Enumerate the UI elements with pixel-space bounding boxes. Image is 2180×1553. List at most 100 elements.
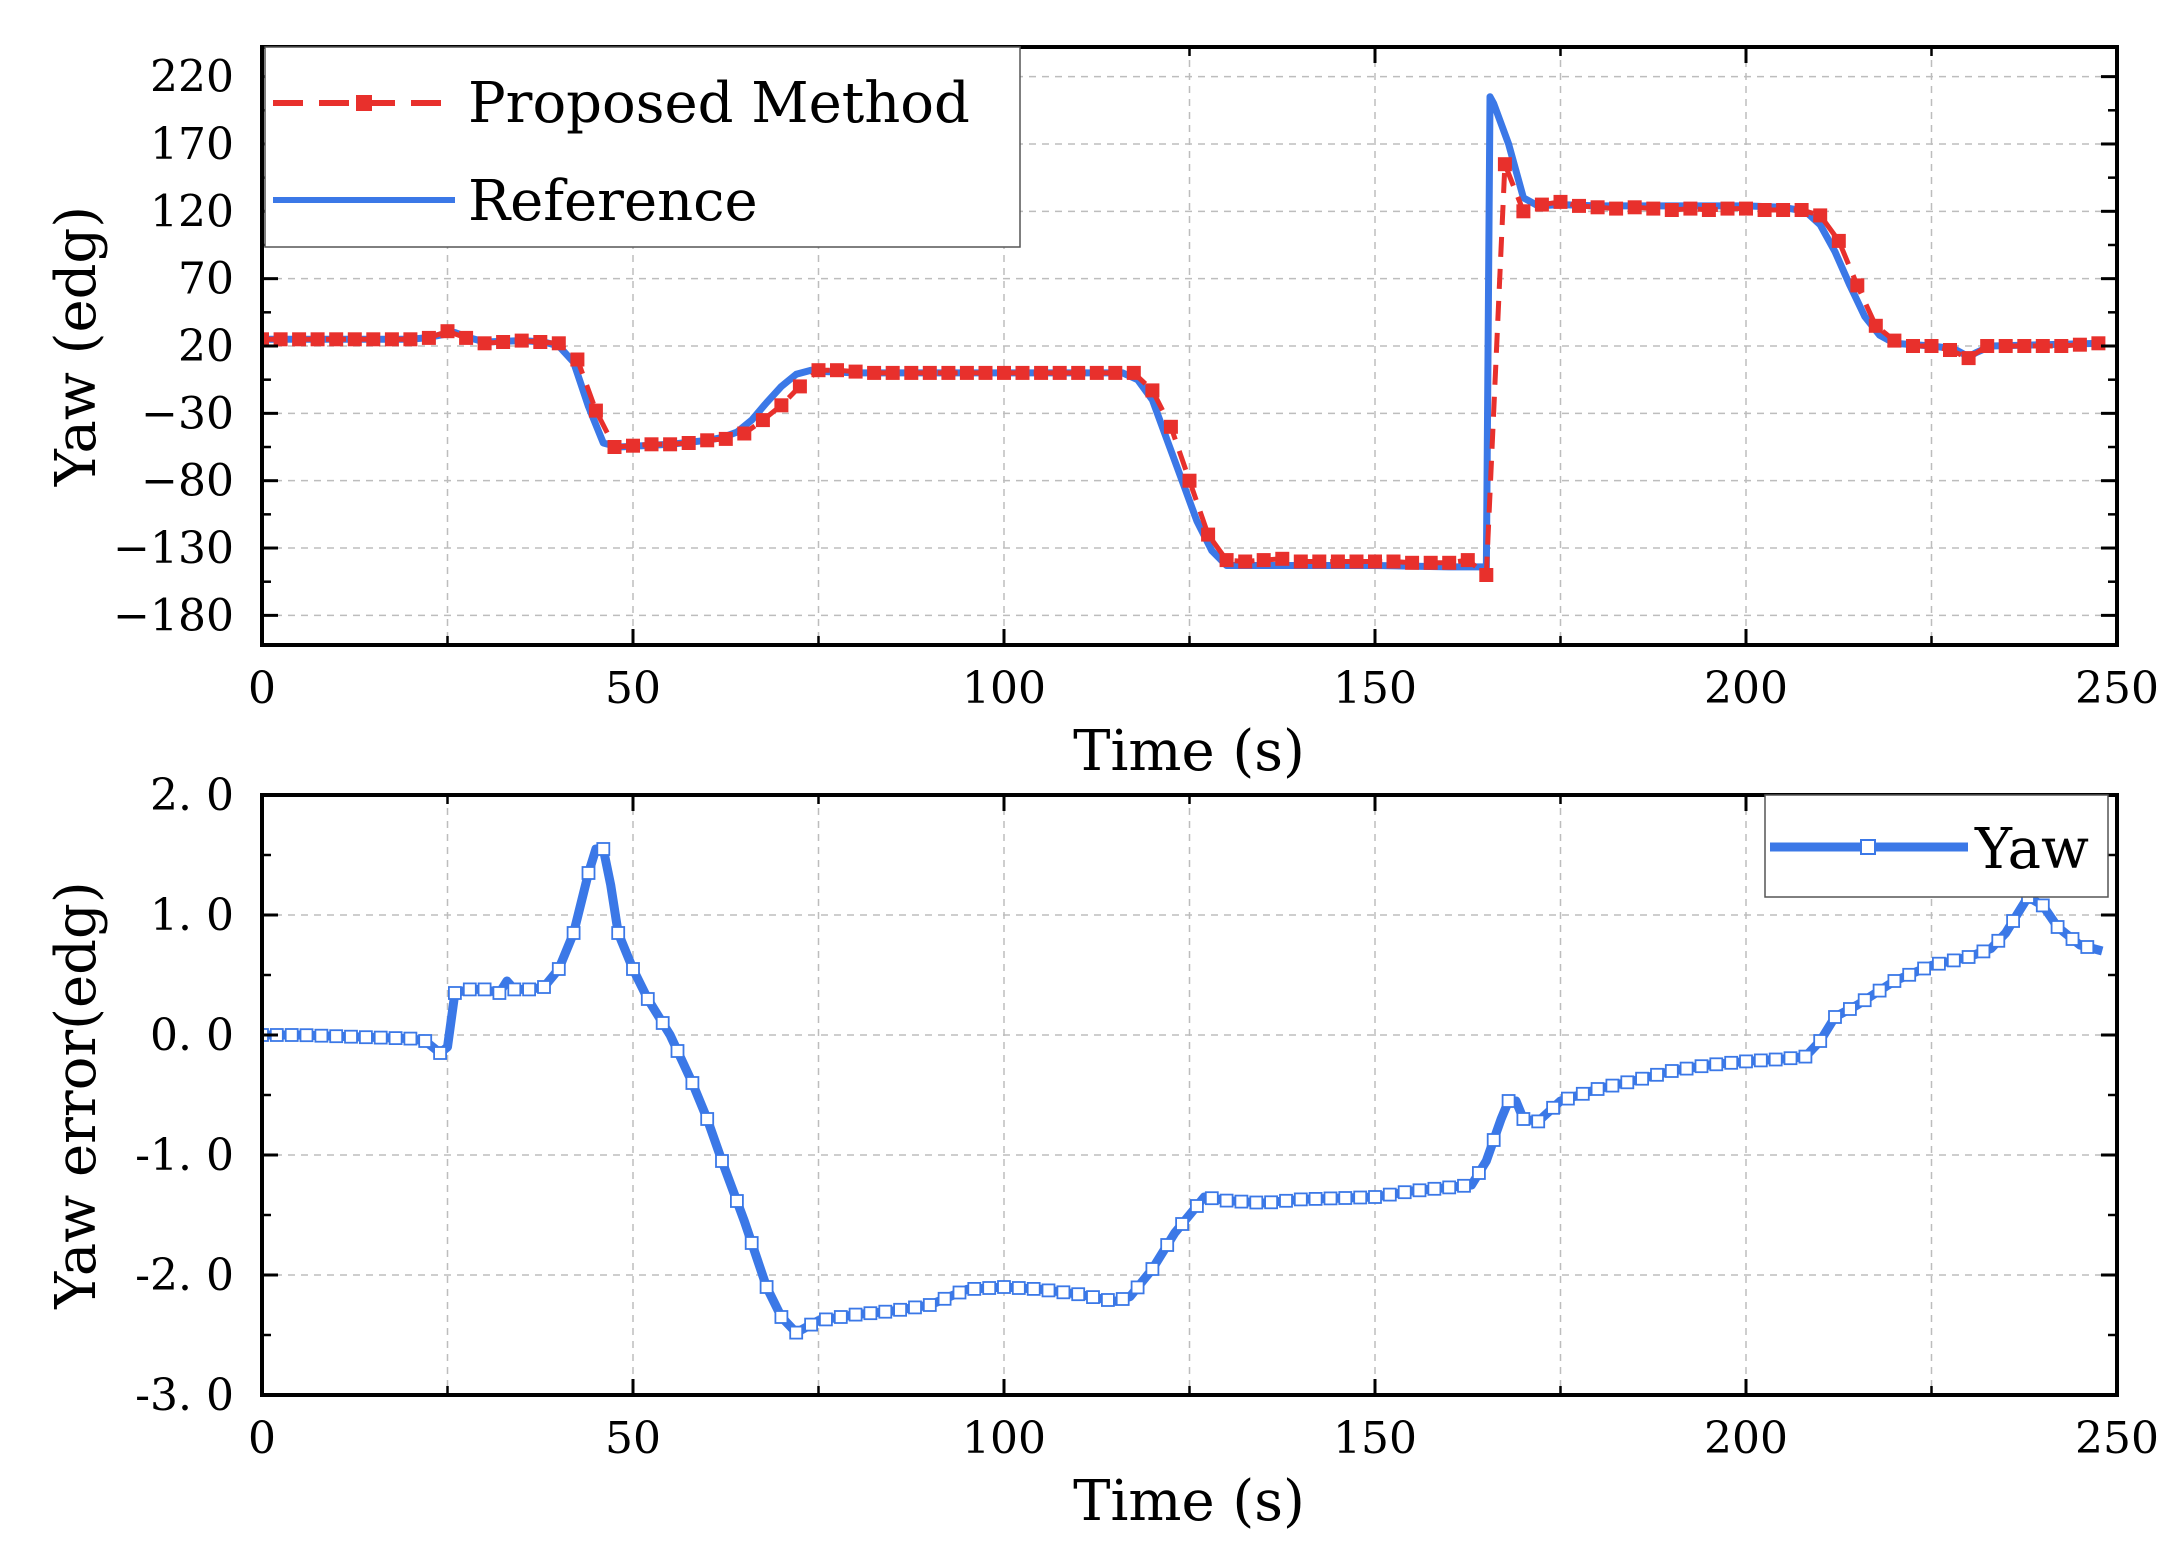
- data-point-proposed-method: [1739, 201, 1753, 216]
- data-point-yaw: [833, 1310, 848, 1324]
- data-point-proposed-method: [1368, 554, 1382, 569]
- data-point-yaw: [1026, 1282, 1041, 1296]
- data-point-proposed-method: [1831, 233, 1846, 248]
- data-point-yaw: [715, 1154, 729, 1168]
- data-point-yaw: [1323, 1191, 1338, 1206]
- data-point-yaw: [1472, 1166, 1486, 1180]
- yaw-chart-panel: 0 50 100 150 200 250 220 170 120 70 20 −30 −80 −130 −1…: [44, 45, 2159, 784]
- data-point-proposed-method: [1312, 554, 1327, 569]
- data-point-proposed-method: [1201, 527, 1216, 542]
- data-point-proposed-method: [1052, 365, 1067, 380]
- data-point-proposed-method: [774, 398, 789, 413]
- data-point-proposed-method: [1145, 383, 1160, 398]
- y-tick-label: 70: [178, 254, 234, 305]
- data-point-yaw: [1234, 1194, 1249, 1209]
- data-point-proposed-method: [570, 352, 585, 367]
- x-tick-label: 100: [962, 1413, 1046, 1464]
- data-point-proposed-method: [830, 363, 844, 378]
- legend-label-yaw: Yaw: [1974, 817, 2089, 882]
- data-point-yaw: [878, 1304, 893, 1319]
- y-tick-label: 20: [178, 321, 234, 372]
- data-point-proposed-method: [1627, 200, 1642, 215]
- data-point-yaw: [893, 1302, 907, 1317]
- data-point-proposed-method: [1572, 198, 1586, 213]
- data-point-yaw: [462, 982, 477, 997]
- data-point-proposed-method: [310, 332, 325, 347]
- data-point-yaw: [700, 1112, 715, 1126]
- data-point-proposed-method: [1646, 201, 1661, 216]
- data-point-proposed-method: [1126, 365, 1141, 380]
- data-point-yaw: [1857, 993, 1872, 1008]
- data-point-proposed-method: [533, 335, 548, 349]
- data-point-yaw: [937, 1291, 952, 1306]
- data-point-yaw: [1917, 961, 1931, 976]
- data-point-yaw: [1887, 974, 1902, 988]
- x-tick-label: 250: [2075, 1413, 2159, 1464]
- data-point-proposed-method: [941, 365, 956, 380]
- data-point-proposed-method: [1108, 365, 1123, 380]
- data-point-proposed-method: [1256, 553, 1271, 568]
- y-tick-label: -1. 0: [135, 1130, 234, 1181]
- data-point-yaw: [1620, 1075, 1635, 1090]
- data-point-yaw: [1828, 1010, 1842, 1024]
- data-point-proposed-method: [1906, 339, 1920, 353]
- data-point-proposed-method: [262, 332, 269, 347]
- data-point-yaw: [388, 1031, 403, 1045]
- data-point-proposed-method: [922, 365, 937, 380]
- x-tick-label: 0: [248, 1413, 276, 1464]
- data-point-yaw: [329, 1029, 344, 1044]
- data-point-yaw: [967, 1282, 982, 1296]
- data-point-yaw: [640, 992, 655, 1006]
- data-point-yaw: [1175, 1217, 1189, 1231]
- data-point-proposed-method: [440, 324, 455, 339]
- data-point-yaw: [1145, 1262, 1160, 1276]
- legend-label-reference: Reference: [468, 169, 758, 234]
- data-point-yaw: [744, 1236, 759, 1250]
- data-point-proposed-method: [737, 426, 752, 441]
- data-point-yaw: [1486, 1133, 1501, 1147]
- data-point-proposed-method: [811, 363, 826, 378]
- data-point-proposed-method: [1943, 343, 1957, 357]
- data-point-proposed-method: [1794, 203, 1809, 217]
- legend-marker-yaw: [1860, 839, 1876, 855]
- data-point-yaw: [626, 962, 640, 976]
- data-point-proposed-method: [1813, 208, 1828, 223]
- data-point-yaw: [1293, 1192, 1308, 1207]
- data-point-proposed-method: [718, 431, 733, 446]
- data-point-yaw: [537, 980, 551, 994]
- data-point-proposed-method: [904, 365, 919, 380]
- data-point-yaw: [1590, 1082, 1605, 1096]
- data-point-yaw: [1412, 1183, 1427, 1198]
- data-point-proposed-method: [1887, 333, 1902, 348]
- data-point-yaw: [1798, 1049, 1813, 1064]
- data-point-yaw: [1442, 1180, 1457, 1195]
- data-point-yaw: [1457, 1178, 1471, 1193]
- data-point-yaw: [1709, 1057, 1724, 1072]
- yaw-chart-legend: Proposed Method Reference: [264, 46, 1021, 248]
- data-point-proposed-method: [384, 332, 399, 347]
- data-point-proposed-method: [1757, 203, 1772, 217]
- data-point-proposed-method: [2035, 339, 2050, 353]
- data-point-proposed-method: [1182, 473, 1197, 488]
- data-point-yaw: [1204, 1191, 1219, 1206]
- data-point-yaw: [1501, 1094, 1516, 1108]
- data-point-yaw: [1635, 1071, 1649, 1086]
- data-point-yaw: [1946, 953, 1961, 968]
- data-point-proposed-method: [1349, 554, 1364, 569]
- y-tick-label: 1. 0: [150, 890, 234, 941]
- data-point-proposed-method: [1609, 201, 1624, 216]
- data-point-yaw: [477, 982, 492, 997]
- data-point-yaw: [1561, 1091, 1575, 1106]
- data-point-proposed-method: [1720, 201, 1735, 216]
- x-tick-label: 100: [962, 663, 1046, 714]
- data-point-proposed-method: [792, 379, 807, 394]
- data-point-yaw: [284, 1028, 299, 1042]
- y-tick-label: −180: [113, 590, 234, 641]
- data-point-proposed-method: [2072, 337, 2087, 352]
- data-point-proposed-method: [588, 403, 603, 418]
- data-point-proposed-method: [403, 332, 418, 347]
- yaw-error-chart-y-axis-title: Yaw error(edg): [44, 881, 109, 1309]
- data-point-proposed-method: [292, 332, 307, 347]
- data-point-yaw: [1605, 1078, 1620, 1093]
